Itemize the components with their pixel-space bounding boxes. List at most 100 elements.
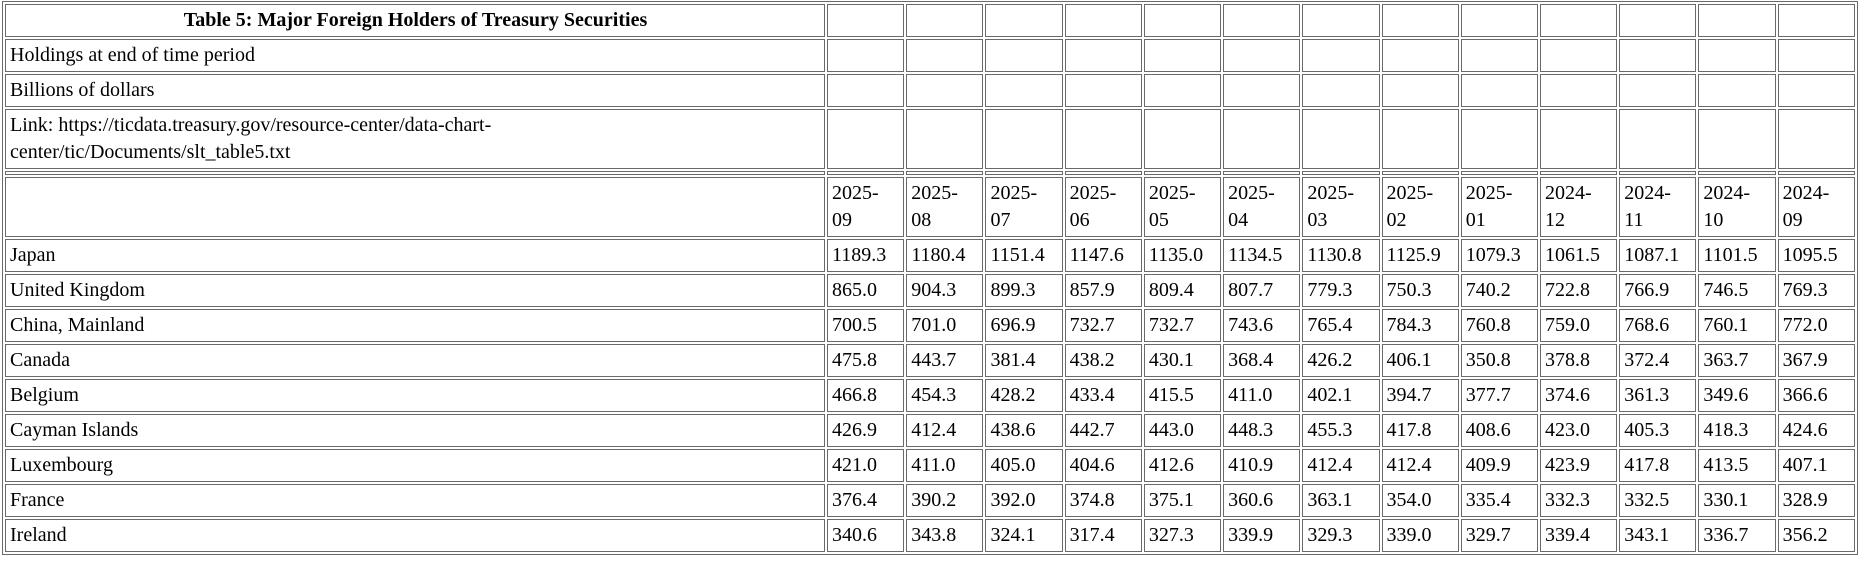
empty-cell (1777, 109, 1855, 169)
data-cell: 423.9 (1539, 449, 1618, 482)
data-cell: 372.4 (1619, 344, 1697, 377)
spacer-cell (1619, 171, 1697, 175)
data-cell: 367.9 (1777, 344, 1855, 377)
data-cell: 374.6 (1539, 379, 1618, 412)
empty-cell (1064, 39, 1142, 72)
column-header: 2025- 08 (906, 177, 984, 237)
data-cell: 412.6 (1143, 449, 1222, 482)
data-cell: 766.9 (1619, 274, 1697, 307)
data-cell: 807.7 (1223, 274, 1301, 307)
data-cell: 407.1 (1777, 449, 1855, 482)
data-cell: 408.6 (1460, 414, 1538, 447)
data-cell: 317.4 (1064, 519, 1142, 552)
data-cell: 1180.4 (906, 239, 984, 272)
column-header: 2025- 03 (1302, 177, 1380, 237)
empty-cell (1619, 74, 1697, 107)
data-cell: 1147.6 (1064, 239, 1142, 272)
data-cell: 409.9 (1460, 449, 1538, 482)
data-cell: 378.8 (1539, 344, 1618, 377)
data-cell: 779.3 (1302, 274, 1380, 307)
row-label: China, Mainland (5, 309, 825, 342)
data-cell: 772.0 (1777, 309, 1855, 342)
data-cell: 700.5 (827, 309, 905, 342)
data-cell: 412.4 (1381, 449, 1459, 482)
empty-cell (985, 109, 1063, 169)
data-cell: 740.2 (1460, 274, 1538, 307)
data-cell: 405.0 (985, 449, 1063, 482)
empty-cell (1460, 4, 1538, 37)
empty-cell (1381, 4, 1459, 37)
data-cell: 426.2 (1302, 344, 1380, 377)
table-title: Table 5: Major Foreign Holders of Treasu… (5, 4, 825, 37)
empty-cell (1460, 74, 1538, 107)
data-cell: 428.2 (985, 379, 1063, 412)
data-cell: 433.4 (1064, 379, 1142, 412)
empty-cell (1381, 109, 1459, 169)
row-label: Cayman Islands (5, 414, 825, 447)
data-cell: 405.3 (1619, 414, 1697, 447)
data-cell: 339.4 (1539, 519, 1618, 552)
data-cell: 328.9 (1777, 484, 1855, 517)
empty-cell (985, 4, 1063, 37)
empty-cell (1223, 74, 1301, 107)
data-cell: 1151.4 (985, 239, 1063, 272)
data-cell: 381.4 (985, 344, 1063, 377)
data-cell: 374.8 (1064, 484, 1142, 517)
data-cell: 349.6 (1698, 379, 1776, 412)
data-cell: 423.0 (1539, 414, 1618, 447)
column-header: 2024- 09 (1777, 177, 1855, 237)
data-cell: 1134.5 (1223, 239, 1301, 272)
data-cell: 329.7 (1460, 519, 1538, 552)
table-row: Canada 475.8 443.7 381.4 438.2 430.1 368.4 426.… (5, 344, 1855, 377)
data-cell: 1125.9 (1381, 239, 1459, 272)
data-cell: 411.0 (906, 449, 984, 482)
data-cell: 366.6 (1777, 379, 1855, 412)
empty-cell (1223, 39, 1301, 72)
data-cell: 443.0 (1143, 414, 1222, 447)
data-cell: 368.4 (1223, 344, 1301, 377)
empty-cell (1223, 4, 1301, 37)
data-cell: 743.6 (1223, 309, 1301, 342)
data-cell: 410.9 (1223, 449, 1301, 482)
data-cell: 784.3 (1381, 309, 1459, 342)
table-body: Table 5: Major Foreign Holders of Treasu… (5, 4, 1855, 552)
data-cell: 438.2 (1064, 344, 1142, 377)
spacer-cell (985, 171, 1063, 175)
data-cell: 1130.8 (1302, 239, 1380, 272)
data-cell: 732.7 (1143, 309, 1222, 342)
data-cell: 759.0 (1539, 309, 1618, 342)
column-header: 2024- 12 (1539, 177, 1618, 237)
spacer-cell (906, 171, 984, 175)
data-cell: 343.8 (906, 519, 984, 552)
data-cell: 350.8 (1460, 344, 1538, 377)
data-cell: 356.2 (1777, 519, 1855, 552)
column-header: 2025- 04 (1223, 177, 1301, 237)
empty-cell (906, 74, 984, 107)
empty-cell (1539, 109, 1618, 169)
data-cell: 765.4 (1302, 309, 1380, 342)
data-cell: 376.4 (827, 484, 905, 517)
empty-cell (827, 74, 905, 107)
data-cell: 475.8 (827, 344, 905, 377)
data-cell: 768.6 (1619, 309, 1697, 342)
empty-cell (1223, 109, 1301, 169)
data-cell: 466.8 (827, 379, 905, 412)
empty-cell (1698, 74, 1776, 107)
data-cell: 412.4 (906, 414, 984, 447)
column-header: 2025- 06 (1064, 177, 1142, 237)
data-cell: 417.8 (1381, 414, 1459, 447)
empty-cell (1539, 4, 1618, 37)
data-cell: 418.3 (1698, 414, 1776, 447)
info-row-holdings: Holdings at end of time period (5, 39, 1855, 72)
data-cell: 809.4 (1143, 274, 1222, 307)
data-cell: 377.7 (1460, 379, 1538, 412)
column-header: 2025- 05 (1143, 177, 1222, 237)
data-cell: 701.0 (906, 309, 984, 342)
data-cell: 336.7 (1698, 519, 1776, 552)
data-cell: 746.5 (1698, 274, 1776, 307)
data-cell: 335.4 (1460, 484, 1538, 517)
row-label: France (5, 484, 825, 517)
spacer-cell (1698, 171, 1776, 175)
row-label: Ireland (5, 519, 825, 552)
